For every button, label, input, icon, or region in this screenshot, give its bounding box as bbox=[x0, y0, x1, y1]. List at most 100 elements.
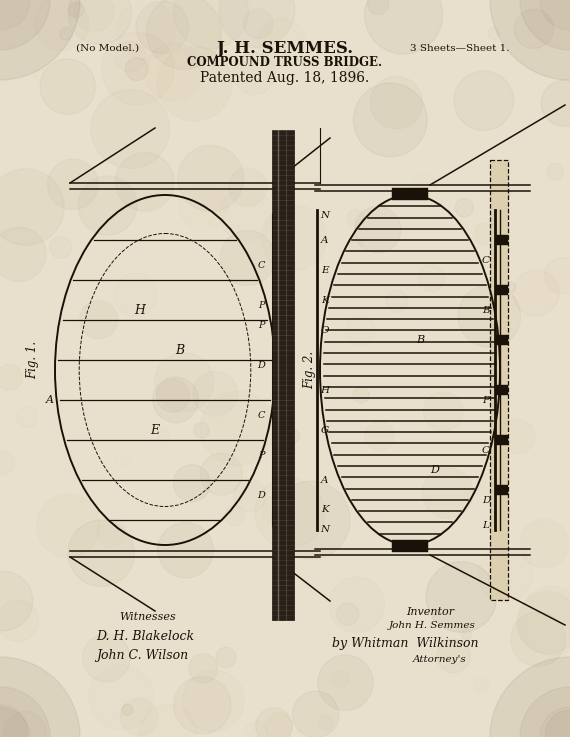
Text: E: E bbox=[150, 424, 160, 436]
Text: Fig. 1.: Fig. 1. bbox=[26, 341, 39, 379]
Text: P: P bbox=[258, 321, 264, 329]
Bar bbox=[392, 188, 428, 200]
Circle shape bbox=[156, 380, 189, 412]
Text: COMPOUND TRUSS BRIDGE.: COMPOUND TRUSS BRIDGE. bbox=[188, 55, 382, 69]
Circle shape bbox=[60, 27, 72, 41]
Text: P: P bbox=[482, 396, 490, 405]
Circle shape bbox=[505, 282, 516, 293]
Circle shape bbox=[158, 523, 213, 578]
Text: John H. Semmes: John H. Semmes bbox=[389, 621, 475, 630]
Bar bbox=[275, 300, 285, 310]
Text: John C. Wilson: John C. Wilson bbox=[96, 649, 188, 662]
Circle shape bbox=[0, 657, 80, 737]
Bar bbox=[496, 485, 508, 495]
Text: Attorney's: Attorney's bbox=[413, 655, 467, 665]
Circle shape bbox=[490, 657, 570, 737]
Text: N: N bbox=[320, 525, 329, 534]
Circle shape bbox=[490, 0, 570, 80]
Circle shape bbox=[353, 83, 427, 157]
Circle shape bbox=[365, 0, 442, 54]
Circle shape bbox=[146, 0, 221, 69]
Text: D: D bbox=[430, 465, 439, 475]
Circle shape bbox=[545, 710, 570, 737]
Text: B: B bbox=[416, 335, 424, 345]
Circle shape bbox=[68, 0, 132, 44]
Bar bbox=[275, 245, 285, 255]
Text: K: K bbox=[321, 506, 329, 514]
Circle shape bbox=[120, 699, 158, 736]
Circle shape bbox=[194, 422, 209, 438]
Circle shape bbox=[455, 198, 473, 217]
Circle shape bbox=[458, 285, 520, 347]
Text: Fig. 2.: Fig. 2. bbox=[303, 351, 316, 389]
Circle shape bbox=[426, 562, 496, 632]
Circle shape bbox=[68, 520, 135, 587]
Text: C: C bbox=[257, 260, 264, 270]
Circle shape bbox=[122, 705, 133, 716]
Circle shape bbox=[47, 159, 98, 209]
Bar bbox=[392, 540, 428, 552]
Text: H: H bbox=[320, 385, 329, 394]
Text: D: D bbox=[257, 360, 265, 369]
Circle shape bbox=[513, 270, 559, 316]
Text: Inventor: Inventor bbox=[406, 607, 454, 617]
Text: P: P bbox=[258, 301, 264, 310]
Circle shape bbox=[0, 571, 33, 631]
Circle shape bbox=[514, 10, 553, 49]
Circle shape bbox=[353, 387, 369, 403]
Text: C: C bbox=[257, 411, 264, 419]
Bar bbox=[272, 130, 294, 620]
Text: P: P bbox=[258, 450, 264, 459]
Circle shape bbox=[520, 687, 570, 737]
Circle shape bbox=[0, 169, 64, 245]
Circle shape bbox=[0, 227, 46, 282]
Text: Witnesses: Witnesses bbox=[120, 612, 176, 622]
Text: C: C bbox=[482, 256, 490, 265]
Bar bbox=[275, 410, 285, 420]
Text: J. H. SEMMES.: J. H. SEMMES. bbox=[217, 40, 353, 57]
Circle shape bbox=[423, 391, 463, 431]
Text: 3 Sheets—Sheet 1.: 3 Sheets—Sheet 1. bbox=[410, 43, 510, 52]
Text: G: G bbox=[321, 425, 329, 435]
Circle shape bbox=[125, 57, 148, 80]
Text: D. H. Blakelock: D. H. Blakelock bbox=[96, 630, 194, 643]
Bar bbox=[496, 285, 508, 295]
Bar bbox=[275, 465, 285, 475]
Text: K: K bbox=[321, 296, 329, 304]
Text: (No Model.): (No Model.) bbox=[76, 43, 140, 52]
Circle shape bbox=[344, 66, 360, 83]
Circle shape bbox=[500, 419, 535, 453]
Text: C: C bbox=[482, 445, 490, 455]
Circle shape bbox=[101, 32, 174, 105]
Text: N: N bbox=[320, 211, 329, 220]
Text: H: H bbox=[135, 304, 145, 316]
Circle shape bbox=[266, 713, 292, 737]
Circle shape bbox=[255, 708, 292, 737]
Text: L: L bbox=[483, 520, 490, 529]
Circle shape bbox=[115, 153, 174, 212]
Text: E: E bbox=[321, 265, 329, 274]
Circle shape bbox=[220, 231, 275, 285]
Text: D: D bbox=[482, 495, 490, 505]
Circle shape bbox=[0, 0, 50, 50]
Text: by Whitman  Wilkinson: by Whitman Wilkinson bbox=[332, 638, 478, 651]
Bar bbox=[496, 235, 508, 245]
FancyBboxPatch shape bbox=[490, 160, 508, 600]
Bar bbox=[496, 385, 508, 395]
Text: Patented Aug. 18, 1896.: Patented Aug. 18, 1896. bbox=[201, 71, 369, 85]
Circle shape bbox=[68, 2, 84, 18]
Circle shape bbox=[157, 46, 232, 121]
Circle shape bbox=[541, 80, 570, 126]
Circle shape bbox=[520, 0, 570, 50]
Circle shape bbox=[544, 258, 570, 294]
Circle shape bbox=[173, 465, 210, 502]
Circle shape bbox=[511, 612, 565, 666]
Circle shape bbox=[317, 655, 373, 710]
Text: A: A bbox=[46, 395, 54, 405]
Text: B: B bbox=[482, 306, 490, 315]
Text: O: O bbox=[321, 326, 329, 335]
Circle shape bbox=[0, 687, 50, 737]
Circle shape bbox=[500, 186, 511, 198]
Text: A: A bbox=[321, 475, 329, 484]
Text: B: B bbox=[176, 343, 185, 357]
